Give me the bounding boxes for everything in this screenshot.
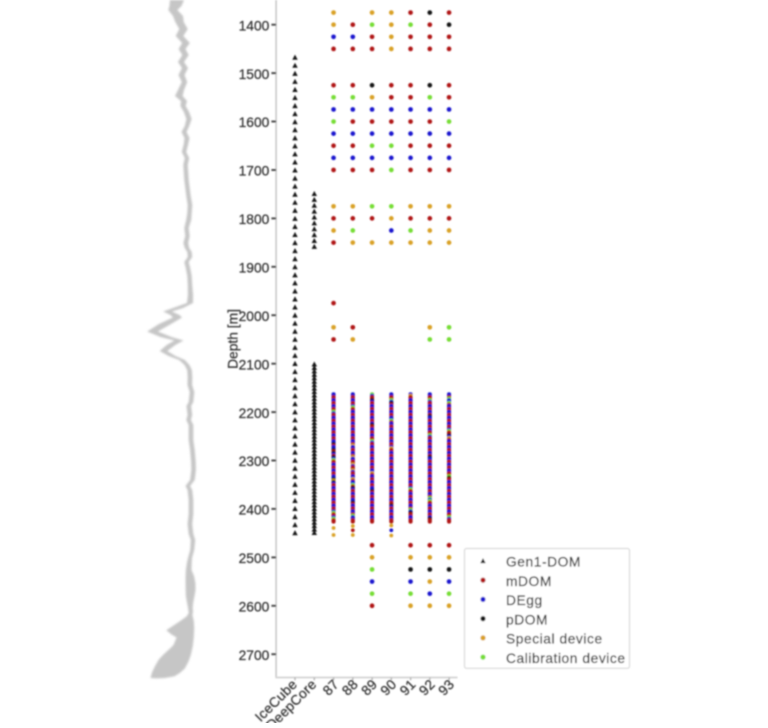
svg-text:Gen1-DOM: Gen1-DOM [506, 555, 581, 570]
svg-text:1600: 1600 [239, 115, 270, 130]
svg-text:Special device: Special device [506, 632, 603, 647]
svg-text:2500: 2500 [239, 551, 270, 566]
svg-text:2100: 2100 [239, 357, 270, 372]
svg-text:2600: 2600 [239, 600, 270, 615]
svg-text:2700: 2700 [239, 648, 270, 663]
svg-text:1800: 1800 [239, 212, 270, 227]
svg-text:DEgg: DEgg [506, 593, 543, 608]
svg-text:2400: 2400 [239, 503, 270, 518]
svg-text:1500: 1500 [239, 67, 270, 82]
svg-text:Depth [m]: Depth [m] [226, 309, 241, 369]
svg-text:1400: 1400 [239, 18, 270, 33]
svg-text:2000: 2000 [239, 309, 270, 324]
svg-text:mDOM: mDOM [506, 574, 552, 589]
svg-text:1700: 1700 [239, 164, 270, 179]
svg-text:pDOM: pDOM [506, 612, 548, 627]
svg-text:2300: 2300 [239, 454, 270, 469]
svg-text:Calibration device: Calibration device [506, 651, 626, 666]
svg-text:2200: 2200 [239, 406, 270, 421]
svg-text:1900: 1900 [239, 261, 270, 276]
